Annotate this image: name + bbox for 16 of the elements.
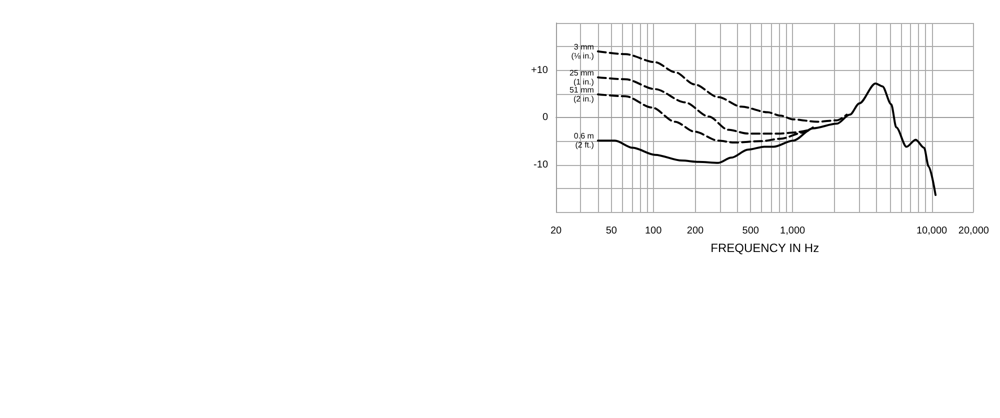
y-tick-label: 0 (542, 112, 548, 123)
x-tick-label: 50 (606, 226, 618, 236)
x-tick-label: 1,000 (780, 226, 806, 236)
x-tick-label: 20,000 (958, 226, 990, 236)
x-tick-label: 20 (550, 226, 562, 236)
series-label: 25 mm (1 in.) (569, 68, 594, 86)
x-tick-label: 100 (644, 226, 662, 236)
series-label: 51 mm (2 in.) (569, 85, 594, 104)
x-tick-label: 200 (686, 226, 704, 236)
x-axis-title: FREQUENCY IN Hz (710, 241, 820, 255)
y-tick-label: +10 (531, 64, 548, 76)
series-label: 0.6 m (2 ft.) (574, 132, 594, 150)
x-tick-label: 500 (742, 226, 760, 236)
series-label: 3 mm (⅛ in.) (571, 42, 594, 60)
y-tick-label: -10 (534, 159, 548, 170)
x-tick-label: 10,000 (916, 226, 948, 236)
